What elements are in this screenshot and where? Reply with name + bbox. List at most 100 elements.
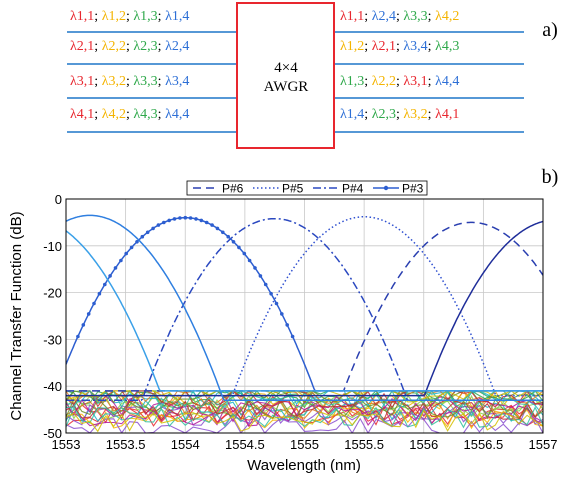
x-tick-label: 1556.5 bbox=[463, 437, 503, 452]
wavelength-label: λ4,1 bbox=[435, 107, 459, 122]
input-port-label: λ4,1; λ4,2; λ4,3; λ4,4 bbox=[70, 107, 189, 122]
series-marker bbox=[263, 282, 268, 287]
wavelength-label: λ1,4 bbox=[340, 107, 364, 122]
wavelength-label: λ2,1 bbox=[372, 39, 396, 54]
wavelength-label: ; bbox=[94, 107, 101, 122]
series-marker bbox=[274, 301, 279, 306]
x-tick-label: 1555.5 bbox=[344, 437, 384, 452]
noise-trace bbox=[66, 394, 543, 417]
wavelength-label: ; bbox=[126, 39, 133, 54]
noise-trace bbox=[66, 398, 543, 422]
series-marker bbox=[151, 226, 155, 231]
series-marker bbox=[76, 334, 80, 339]
wavelength-label: λ1,3 bbox=[340, 74, 364, 89]
series-marker bbox=[183, 215, 188, 220]
legend-label: P#5 bbox=[282, 182, 304, 196]
series-marker bbox=[103, 282, 107, 287]
y-axis-ticks: 0 -10 -20 -30 -40 -50 bbox=[43, 192, 62, 441]
wavelength-label: λ3,4 bbox=[165, 74, 189, 89]
series-marker bbox=[280, 312, 284, 316]
wavelength-label: λ1,1 bbox=[340, 9, 364, 24]
series-line bbox=[66, 220, 543, 397]
series-marker bbox=[247, 258, 252, 263]
series-marker bbox=[215, 226, 220, 231]
output-ports: λ1,1; λ2,4; λ3,3; λ4,2 λ1,2; λ2,1; λ3,4; … bbox=[334, 9, 524, 133]
x-tick-label: 1554 bbox=[171, 437, 200, 452]
series-marker bbox=[210, 223, 214, 227]
series-marker bbox=[221, 230, 225, 235]
legend-box bbox=[186, 180, 428, 196]
wavelength-label: λ4,4 bbox=[165, 107, 189, 122]
wavelength-label: λ2,3 bbox=[133, 39, 157, 54]
wavelength-label: ; bbox=[126, 107, 133, 122]
series-marker bbox=[113, 266, 118, 270]
wavelength-label: ; bbox=[396, 9, 403, 24]
wavelength-label: ; bbox=[126, 74, 133, 89]
wavelength-label: ; bbox=[396, 107, 403, 122]
wavelength-label: λ3,3 bbox=[403, 9, 427, 24]
series-line bbox=[66, 230, 543, 392]
wavelength-label: ; bbox=[428, 107, 435, 122]
wavelength-label: ; bbox=[428, 39, 435, 54]
wavelength-label: ; bbox=[364, 107, 371, 122]
series-marker bbox=[156, 223, 161, 227]
input-ports: λ1,1; λ1,2; λ1,3; λ1,4 λ2,1; λ2,2; λ2,3; … bbox=[67, 9, 237, 133]
series-marker bbox=[172, 217, 177, 221]
series-marker bbox=[188, 216, 193, 220]
legend-label: P#4 bbox=[342, 182, 364, 196]
x-tick-label: 1556 bbox=[409, 437, 438, 452]
input-port-label: λ1,1; λ1,2; λ1,3; λ1,4 bbox=[70, 9, 189, 24]
wavelength-label: λ1,1 bbox=[70, 9, 94, 24]
wavelength-label: λ3,1 bbox=[403, 74, 427, 89]
series-marker bbox=[119, 258, 123, 263]
awgr-box bbox=[236, 2, 335, 149]
series-marker bbox=[140, 234, 145, 239]
y-tick-label: -50 bbox=[43, 426, 62, 441]
wavelength-label: ; bbox=[94, 74, 101, 89]
wavelength-label: ; bbox=[364, 39, 371, 54]
x-tick-label: 1553.5 bbox=[106, 437, 146, 452]
wavelength-label: ; bbox=[428, 9, 435, 24]
wavelength-label: λ4,3 bbox=[435, 39, 459, 54]
input-port-label: λ3,1; λ3,2; λ3,3; λ3,4 bbox=[70, 74, 189, 89]
wavelength-label: ; bbox=[94, 39, 101, 54]
wavelength-label: ; bbox=[158, 74, 165, 89]
plot-frame bbox=[65, 198, 544, 434]
y-tick-label: -20 bbox=[43, 286, 62, 301]
panel-a-label: a) bbox=[542, 19, 558, 41]
legend-label: P#3 bbox=[402, 182, 424, 196]
wavelength-label: ; bbox=[158, 9, 165, 24]
wavelength-label: λ2,2 bbox=[102, 39, 126, 54]
series-line bbox=[66, 217, 543, 401]
series-marker bbox=[231, 240, 236, 244]
series-marker bbox=[81, 323, 86, 327]
legend-marker bbox=[383, 185, 389, 191]
wavelength-label: λ3,2 bbox=[403, 107, 427, 122]
series-marker bbox=[226, 234, 230, 239]
series-marker bbox=[92, 301, 96, 306]
y-tick-label: -30 bbox=[43, 332, 62, 347]
wavelength-label: λ4,3 bbox=[133, 107, 157, 122]
input-port-label: λ2,1; λ2,2; λ2,3; λ2,4 bbox=[70, 39, 189, 54]
wavelength-label: λ2,4 bbox=[372, 9, 396, 24]
noise-trace bbox=[66, 406, 543, 429]
wavelength-label: λ4,1 bbox=[70, 107, 94, 122]
wavelength-label: ; bbox=[428, 74, 435, 89]
wavelength-label: ; bbox=[158, 107, 165, 122]
awgr-name-label: AWGR bbox=[264, 79, 309, 95]
x-tick-label: 1553 bbox=[52, 437, 81, 452]
wavelength-label: ; bbox=[126, 9, 133, 24]
series-marker bbox=[129, 245, 134, 250]
series-marker bbox=[167, 218, 171, 223]
series-line bbox=[66, 214, 543, 401]
series-marker bbox=[194, 217, 198, 221]
series-marker bbox=[253, 266, 257, 270]
series-marker bbox=[86, 312, 91, 316]
y-axis-label: Channel Transfer Function (dB) bbox=[8, 211, 25, 420]
series-marker bbox=[199, 218, 204, 223]
x-tick-label: 1557 bbox=[529, 437, 558, 452]
series-marker bbox=[258, 274, 263, 278]
wavelength-label: ; bbox=[364, 9, 371, 24]
wavelength-label: ; bbox=[396, 39, 403, 54]
panel-b-label: b) bbox=[542, 166, 559, 188]
